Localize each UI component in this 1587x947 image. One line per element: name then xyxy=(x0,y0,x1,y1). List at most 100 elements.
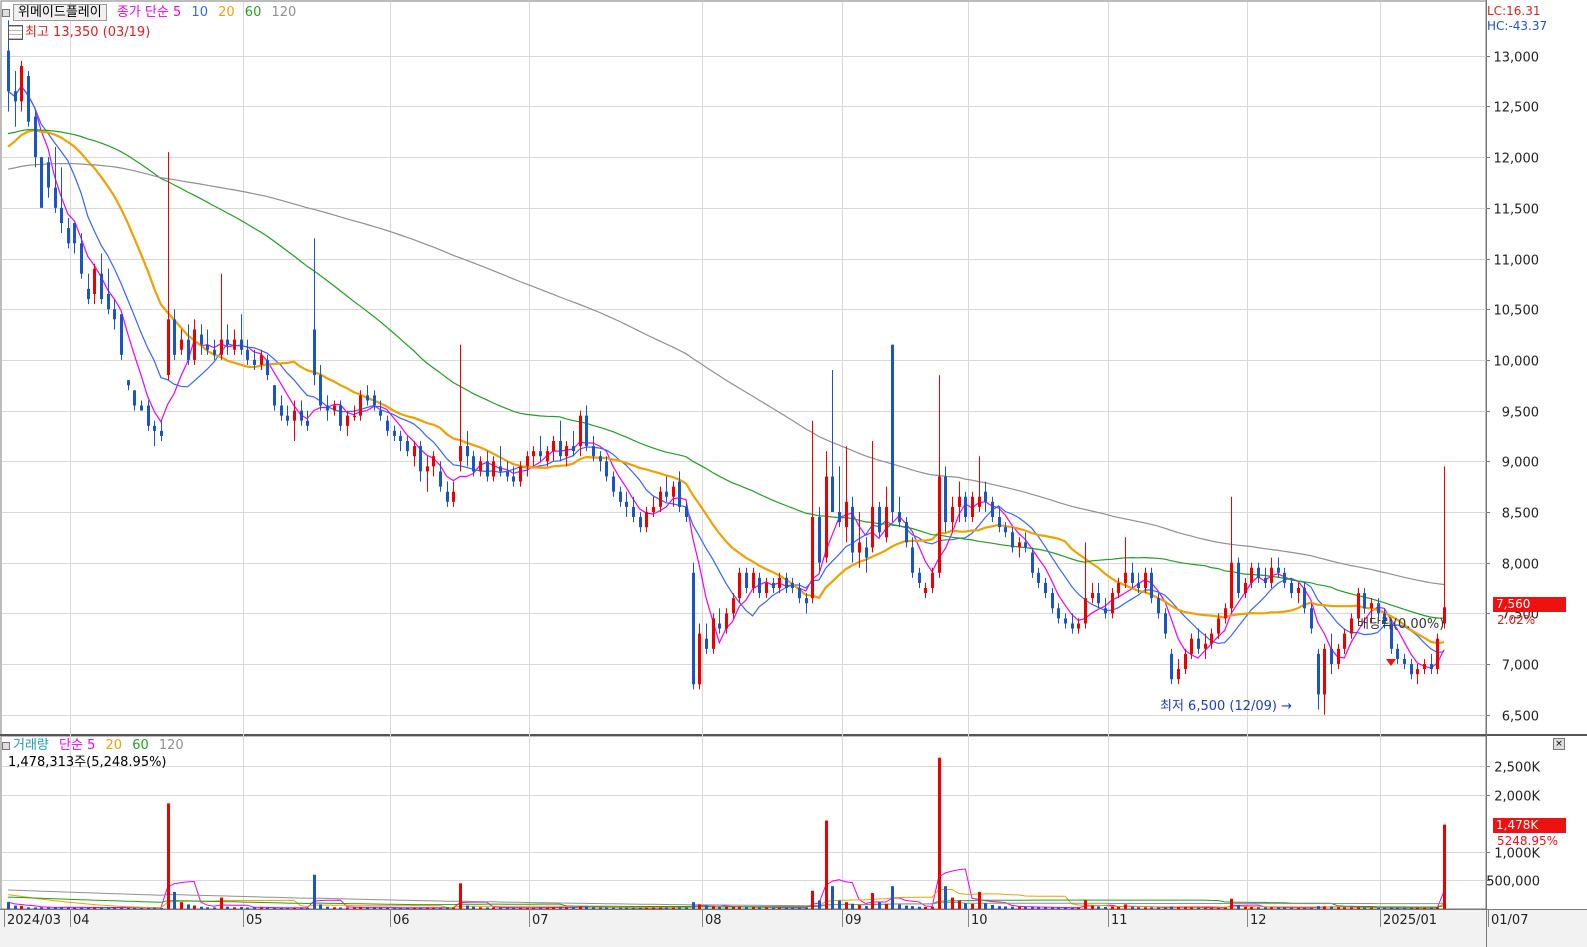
candle-body xyxy=(47,162,50,188)
candle xyxy=(971,491,974,523)
ma120-line xyxy=(7,163,1445,586)
volume-bar xyxy=(80,907,83,909)
volume-bar xyxy=(206,907,209,909)
volume-bar xyxy=(672,907,675,909)
volume-bar xyxy=(1057,907,1060,909)
volume-tick-label: 1,000K xyxy=(1494,847,1540,862)
x-tick-label: 05 xyxy=(246,913,263,928)
candle-body xyxy=(619,491,622,502)
close-icon[interactable]: × xyxy=(1553,738,1565,750)
volume-bar xyxy=(1317,906,1320,909)
candle-body xyxy=(233,339,236,350)
price-tick-label: 12,000 xyxy=(1494,152,1540,167)
candle xyxy=(393,425,396,441)
candle-body xyxy=(1177,669,1180,680)
candle xyxy=(1204,633,1207,659)
volume-bar xyxy=(811,890,814,909)
candle-body xyxy=(991,501,994,518)
volume-bar xyxy=(326,906,329,909)
candle xyxy=(432,451,435,477)
collapse-icon[interactable] xyxy=(2,8,10,17)
candle xyxy=(1117,577,1120,599)
candle xyxy=(1210,628,1213,649)
candle-body xyxy=(506,471,509,477)
candle xyxy=(1024,532,1027,553)
volume-bar xyxy=(1257,907,1260,909)
volume-bar xyxy=(838,900,841,909)
candle xyxy=(399,430,402,452)
volume-bar xyxy=(200,906,203,909)
candle xyxy=(692,562,695,690)
candle-body xyxy=(1230,562,1233,609)
candle xyxy=(486,451,489,482)
volume-bar xyxy=(539,907,542,909)
candle-body xyxy=(539,451,542,457)
candle-body xyxy=(791,582,794,588)
candle xyxy=(539,435,542,462)
volume-bar xyxy=(818,900,821,909)
volume-bar xyxy=(1164,907,1167,909)
candle xyxy=(1031,547,1034,578)
candle xyxy=(585,405,588,452)
candle-body xyxy=(944,476,947,523)
volume-bar xyxy=(951,897,954,909)
candle xyxy=(685,501,688,523)
candle xyxy=(413,441,416,467)
candle xyxy=(705,623,708,654)
volume-bar xyxy=(532,907,535,909)
grid-icon[interactable] xyxy=(8,25,23,40)
price-tick-label: 6,500 xyxy=(1502,710,1539,725)
volume-bar xyxy=(34,907,37,909)
candle xyxy=(446,481,449,507)
candle-body xyxy=(87,288,90,300)
candle-body xyxy=(1071,623,1074,629)
volume-bar xyxy=(266,907,269,909)
volume-bar xyxy=(1197,907,1200,909)
volume-bar xyxy=(1423,907,1426,909)
volume-tick-label: 2,500K xyxy=(1494,761,1540,776)
candle xyxy=(1363,588,1366,614)
volume-bar xyxy=(339,907,342,909)
candle-body xyxy=(1051,593,1054,609)
candle-body xyxy=(1250,567,1253,583)
candle-body xyxy=(80,243,83,274)
volume-bar xyxy=(47,907,50,909)
candle xyxy=(645,506,648,533)
candle-body xyxy=(339,405,342,426)
volume-bar xyxy=(1184,907,1187,909)
candle xyxy=(672,481,675,507)
volume-bar xyxy=(891,886,894,909)
candle-body xyxy=(1264,577,1267,583)
volume-bar xyxy=(1190,907,1193,909)
chart-grid xyxy=(0,0,1587,910)
volume-bar xyxy=(393,907,396,909)
volume-bar xyxy=(1044,907,1047,909)
candle xyxy=(200,324,203,355)
candle xyxy=(1323,643,1326,715)
candle xyxy=(1310,603,1313,634)
volume-bar xyxy=(592,907,595,909)
dividend-annotation: 배당락(0.00%) xyxy=(1357,617,1445,632)
candle-body xyxy=(605,461,608,477)
candle xyxy=(253,349,256,371)
volume-bar xyxy=(492,907,495,909)
legend-label: 종가 단순 xyxy=(116,5,169,20)
candle-body xyxy=(1410,664,1413,675)
candle-body xyxy=(811,517,814,599)
candle-body xyxy=(466,446,469,457)
volume-tick-label: 500,000 xyxy=(1486,875,1540,890)
x-tick-label: 10 xyxy=(971,913,988,928)
candle xyxy=(180,329,183,355)
candle-body xyxy=(446,491,449,502)
volume-bar xyxy=(1077,907,1080,909)
volume-bar xyxy=(353,907,356,909)
candle xyxy=(1343,628,1346,654)
candle-body xyxy=(67,228,70,244)
volume-bar xyxy=(167,803,170,909)
volume-bar xyxy=(1117,906,1120,909)
collapse-icon[interactable] xyxy=(2,741,10,750)
volume-bar xyxy=(738,906,741,909)
candle-body xyxy=(1370,603,1373,609)
stock-name[interactable]: 위메이드플레이 xyxy=(13,4,107,21)
